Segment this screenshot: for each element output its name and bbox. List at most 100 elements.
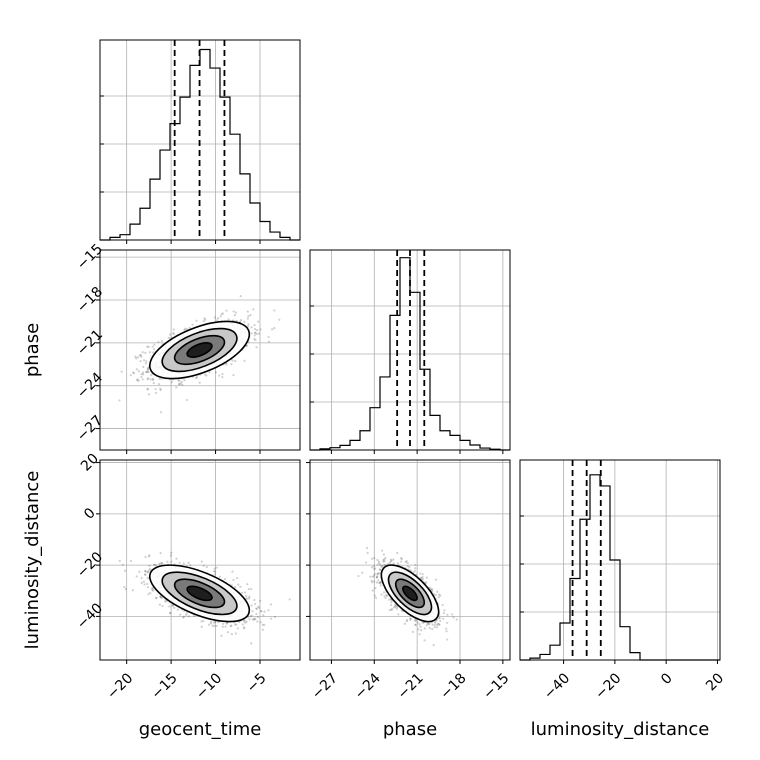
scatter-point <box>269 603 273 606</box>
scatter-point <box>136 378 139 381</box>
scatter-point <box>144 351 147 355</box>
scatter-point <box>428 627 431 630</box>
scatter-point <box>138 570 141 573</box>
scatter-point <box>137 356 140 359</box>
scatter-point <box>406 561 409 565</box>
scatter-point <box>233 314 237 317</box>
scatter-point <box>147 569 150 572</box>
scatter-point <box>144 362 148 365</box>
scatter-point <box>392 606 395 609</box>
scatter-point <box>146 368 149 371</box>
scatter-point <box>183 327 187 330</box>
scatter-point <box>203 373 207 376</box>
scatter-point <box>209 622 213 625</box>
scatter-point <box>253 337 256 341</box>
scatter-point <box>185 398 189 402</box>
scatter-point <box>123 585 126 589</box>
scatter-point <box>235 623 238 626</box>
scatter-point <box>421 573 424 576</box>
scatter-point <box>216 319 219 322</box>
scatter-point <box>182 562 185 565</box>
scatter-point <box>241 623 244 626</box>
scatter-point <box>159 388 162 392</box>
scatter-point <box>420 577 423 580</box>
scatter-point <box>154 596 157 599</box>
scatter-point <box>255 346 258 349</box>
scatter-point <box>168 611 172 614</box>
scatter-point <box>243 591 247 594</box>
scatter-point <box>257 605 260 608</box>
scatter-point <box>385 594 389 598</box>
y-tick-label-phase: −24 <box>74 370 106 402</box>
contour-level-0.5 <box>186 585 213 602</box>
scatter-point <box>256 615 260 619</box>
scatter-point <box>273 615 277 619</box>
scatter-point <box>246 597 249 600</box>
scatter-point <box>187 561 190 564</box>
x-tick-label-phase: −15 <box>480 670 512 702</box>
scatter-point <box>278 318 281 321</box>
scatter-point <box>141 373 145 376</box>
scatter-point <box>255 607 258 611</box>
scatter-point <box>220 313 223 316</box>
scatter-point <box>225 622 228 625</box>
scatter-point <box>153 343 156 346</box>
scatter-point <box>381 564 384 567</box>
scatter-point <box>118 559 121 562</box>
scatter-point <box>377 572 380 575</box>
scatter-point <box>377 579 380 582</box>
scatter-point <box>147 377 150 380</box>
scatter-point <box>154 564 158 567</box>
scatter-point <box>233 623 237 626</box>
scatter-point <box>182 615 186 618</box>
scatter-point <box>419 625 422 628</box>
scatter-point <box>243 619 246 622</box>
scatter-point <box>231 570 234 573</box>
scatter-point <box>260 610 263 613</box>
scatter-point <box>371 575 374 578</box>
scatter-point <box>385 593 388 597</box>
scatter-point <box>131 371 135 374</box>
scatter-point <box>146 345 149 348</box>
scatter-point <box>129 374 132 377</box>
scatter-point <box>230 633 233 636</box>
scatter-point <box>149 374 153 377</box>
scatter-point <box>133 372 136 375</box>
scatter-point <box>421 575 424 579</box>
scatter-point <box>248 597 251 600</box>
scatter-point <box>255 607 258 610</box>
scatter-point <box>202 564 205 567</box>
scatter-point <box>379 580 382 584</box>
scatter-point <box>254 331 257 334</box>
y-tick-label-phase: −18 <box>74 284 106 316</box>
scatter-point <box>120 370 123 373</box>
scatter-point <box>383 591 386 594</box>
scatter-point <box>151 377 154 380</box>
scatter-point <box>147 345 150 348</box>
scatter-point <box>427 622 430 625</box>
scatter-point <box>379 581 382 585</box>
scatter-point <box>244 595 248 598</box>
scatter-point <box>209 620 213 623</box>
scatter-point <box>140 581 143 585</box>
scatter-point <box>142 359 146 362</box>
scatter-point <box>253 324 256 327</box>
scatter-point <box>443 609 446 612</box>
scatter-point <box>408 565 411 569</box>
scatter-point <box>148 554 151 557</box>
scatter-point <box>160 561 164 565</box>
scatter-point <box>384 563 387 566</box>
scatter-point <box>390 604 393 607</box>
density-contours <box>380 564 440 623</box>
scatter-point <box>406 618 409 622</box>
scatter-point <box>213 625 216 628</box>
scatter-point <box>158 377 161 381</box>
scatter-point <box>382 560 385 563</box>
scatter-point <box>239 585 242 588</box>
scatter-point <box>436 622 439 625</box>
scatter-point <box>382 558 385 562</box>
scatter-point <box>221 312 224 315</box>
scatter-point <box>170 560 173 563</box>
scatter-point <box>418 623 421 626</box>
histogram-panel-phase <box>309 249 511 454</box>
